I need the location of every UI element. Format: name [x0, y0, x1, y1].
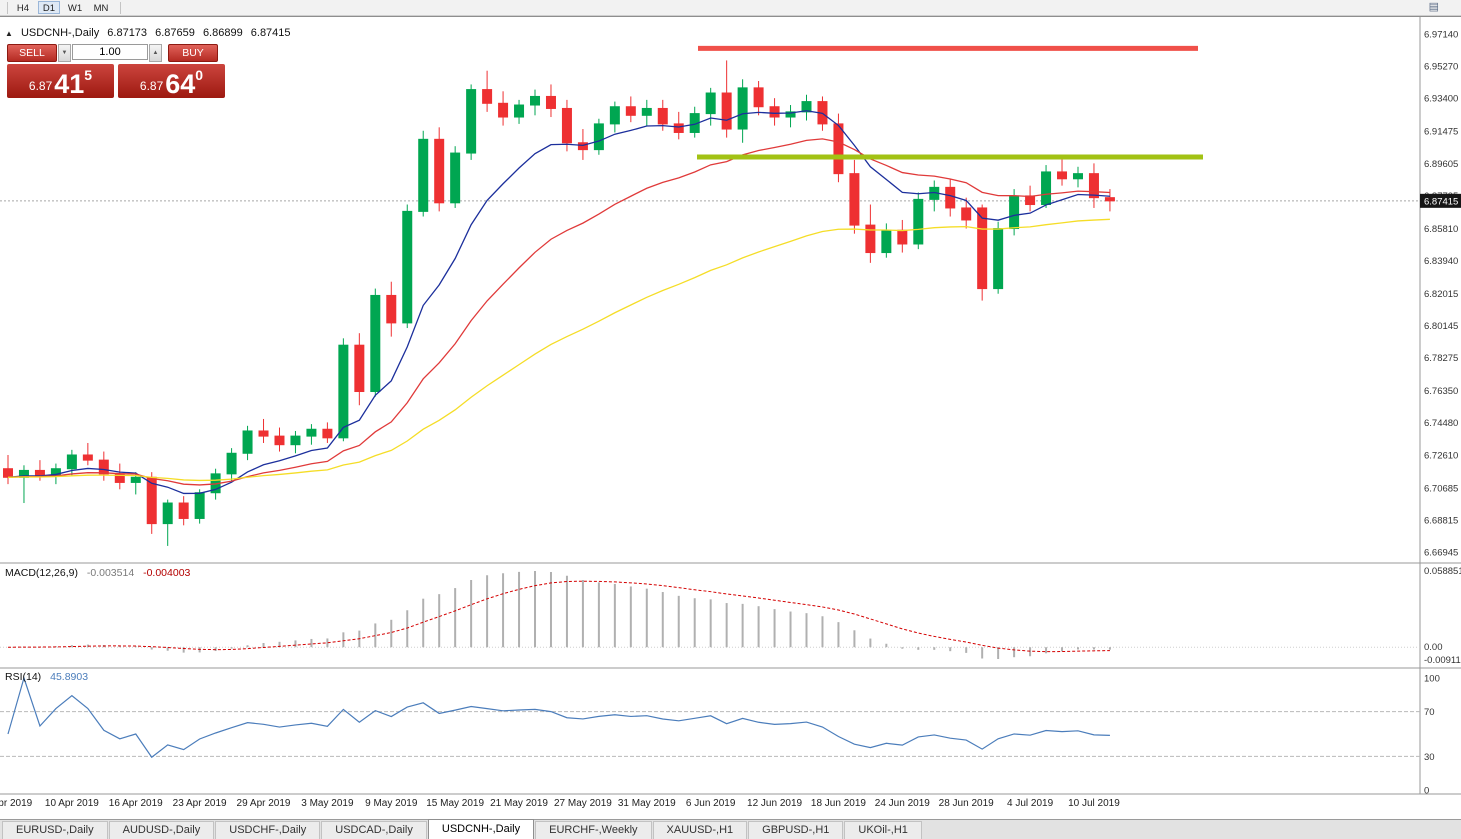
charts-tab-bar: EURUSD-,Daily AUDUSD-,Daily USDCHF-,Daily U…	[0, 819, 1461, 839]
timeframe-button-mn[interactable]: MN	[90, 1, 112, 14]
volume-decrease-button[interactable]: ▼	[58, 44, 71, 62]
svg-text:18 Jun 2019: 18 Jun 2019	[811, 798, 866, 809]
svg-text:24 Jun 2019: 24 Jun 2019	[875, 798, 930, 809]
one-click-price-row: 6.87 41 5 6.87 64 0	[7, 64, 229, 98]
svg-text:6.68815: 6.68815	[1424, 515, 1458, 526]
svg-text:15 May 2019: 15 May 2019	[426, 798, 484, 809]
one-click-top-row: SELL ▼ ▲ BUY	[7, 44, 229, 62]
svg-text:100: 100	[1424, 674, 1440, 685]
price-axis: 6.971406.952706.934006.914756.896056.877…	[1419, 17, 1458, 794]
chart-tab-usdcnh-daily[interactable]: USDCNH-,Daily	[427, 819, 535, 839]
horizontal-lines	[697, 45, 1203, 160]
svg-text:6.87415: 6.87415	[1424, 196, 1458, 207]
toolbar-separator	[7, 1, 8, 14]
current-price-tag: 6.87415	[1420, 193, 1461, 208]
svg-text:6.72610: 6.72610	[1424, 450, 1458, 461]
svg-text:23 Apr 2019: 23 Apr 2019	[173, 798, 227, 809]
chart-tab-xauusd-h1[interactable]: XAUUSD-,H1	[652, 821, 748, 839]
one-click-trading-panel: SELL ▼ ▲ BUY 6.87 41 5 6.87 64 0	[7, 44, 229, 98]
rsi-panel: 100 70 30 0	[0, 674, 1440, 797]
svg-text:21 May 2019: 21 May 2019	[490, 798, 548, 809]
moving-averages	[7, 110, 1110, 495]
timeframe-button-w1[interactable]: W1	[64, 1, 86, 14]
svg-text:6.91475: 6.91475	[1424, 127, 1458, 138]
chart-tab-ukoil-h1[interactable]: UKOil-,H1	[844, 821, 922, 839]
svg-text:10 Jul 2019: 10 Jul 2019	[1068, 798, 1120, 809]
chart-window: 6.97140 6.95270 6.93400 6.91475 6.89605 6.87 7…	[0, 16, 1461, 819]
chart-tab-eurusd-daily[interactable]: EURUSD-,Daily	[2, 821, 108, 839]
svg-text:70: 70	[1424, 707, 1435, 718]
svg-text:31 May 2019: 31 May 2019	[618, 798, 676, 809]
sell-price-button[interactable]: 6.87 41 5	[7, 64, 114, 98]
chart-tab-eurchf-weekly[interactable]: EURCHF-,Weekly	[535, 821, 652, 839]
chart-tab-usdchf-daily[interactable]: USDCHF-,Daily	[215, 821, 321, 839]
svg-text:28 Jun 2019: 28 Jun 2019	[939, 798, 994, 809]
panel-separators	[0, 562, 1461, 795]
svg-text:6.89605: 6.89605	[1424, 159, 1458, 170]
svg-text:16 Apr 2019: 16 Apr 2019	[109, 798, 163, 809]
svg-text:27 May 2019: 27 May 2019	[554, 798, 612, 809]
svg-text:6.76350: 6.76350	[1424, 386, 1458, 397]
svg-text:6 Jun 2019: 6 Jun 2019	[686, 798, 736, 809]
svg-text:6.85810: 6.85810	[1424, 224, 1458, 235]
svg-text:6.74480: 6.74480	[1424, 418, 1458, 429]
svg-text:-0.009116: -0.009116	[1424, 655, 1461, 666]
candles-layer	[3, 60, 1115, 546]
buy-button[interactable]: BUY	[168, 44, 218, 62]
svg-text:10 Apr 2019: 10 Apr 2019	[45, 798, 99, 809]
svg-text:6.80145: 6.80145	[1424, 321, 1458, 332]
chart-tab-audusd-daily[interactable]: AUDUSD-,Daily	[108, 821, 215, 839]
chart-tab-usdcad-daily[interactable]: USDCAD-,Daily	[321, 821, 427, 839]
volume-input[interactable]	[72, 44, 148, 60]
svg-text:4 Apr 2019: 4 Apr 2019	[0, 798, 33, 809]
svg-text:12 Jun 2019: 12 Jun 2019	[747, 798, 802, 809]
timeframe-toolbar: H4 D1 W1 MN ▤	[0, 0, 1461, 16]
svg-text:6.97140: 6.97140	[1424, 30, 1458, 41]
timeframe-button-h4[interactable]: H4	[12, 1, 34, 14]
timeframe-buttons: H4 D1 W1 MN	[12, 1, 116, 14]
svg-text:6.66945: 6.66945	[1424, 548, 1458, 559]
sell-price-point: 5	[84, 67, 93, 83]
svg-text:0.00: 0.00	[1424, 642, 1443, 653]
sell-price-pips: 41	[54, 69, 85, 100]
chart-tab-gbpusd-h1[interactable]: GBPUSD-,H1	[748, 821, 844, 839]
svg-text:4 Jul 2019: 4 Jul 2019	[1007, 798, 1054, 809]
svg-text:0: 0	[1424, 786, 1429, 797]
sell-button[interactable]: SELL	[7, 44, 57, 62]
svg-text:6.78275: 6.78275	[1424, 353, 1458, 364]
svg-text:6.95270: 6.95270	[1424, 62, 1458, 73]
volume-increase-button[interactable]: ▲	[149, 44, 162, 62]
svg-text:0.058851: 0.058851	[1424, 566, 1461, 577]
svg-text:9 May 2019: 9 May 2019	[365, 798, 418, 809]
sell-price-base: 6.87	[28, 79, 53, 93]
svg-text:6.82015: 6.82015	[1424, 289, 1458, 300]
toolbar-panel-icon[interactable]: ▤	[1428, 1, 1439, 13]
svg-text:29 Apr 2019: 29 Apr 2019	[237, 798, 291, 809]
macd-panel: 0.058851 0.00 -0.009116	[0, 566, 1461, 666]
svg-text:3 May 2019: 3 May 2019	[301, 798, 354, 809]
chart-canvas[interactable]: 6.97140 6.95270 6.93400 6.91475 6.89605 6.87 7…	[0, 17, 1461, 820]
svg-text:30: 30	[1424, 752, 1435, 763]
svg-text:6.70685: 6.70685	[1424, 483, 1458, 494]
buy-price-button[interactable]: 6.87 64 0	[118, 64, 225, 98]
svg-text:6.83940: 6.83940	[1424, 256, 1458, 267]
svg-text:6.93400: 6.93400	[1424, 94, 1458, 105]
buy-price-pips: 64	[165, 69, 196, 100]
toolbar-separator	[120, 1, 121, 14]
buy-price-point: 0	[195, 67, 204, 83]
buy-price-base: 6.87	[139, 79, 164, 93]
date-axis: 4 Apr 2019 10 Apr 2019 16 Apr 2019 23 Apr 2…	[0, 798, 1120, 809]
timeframe-button-d1[interactable]: D1	[38, 1, 60, 14]
